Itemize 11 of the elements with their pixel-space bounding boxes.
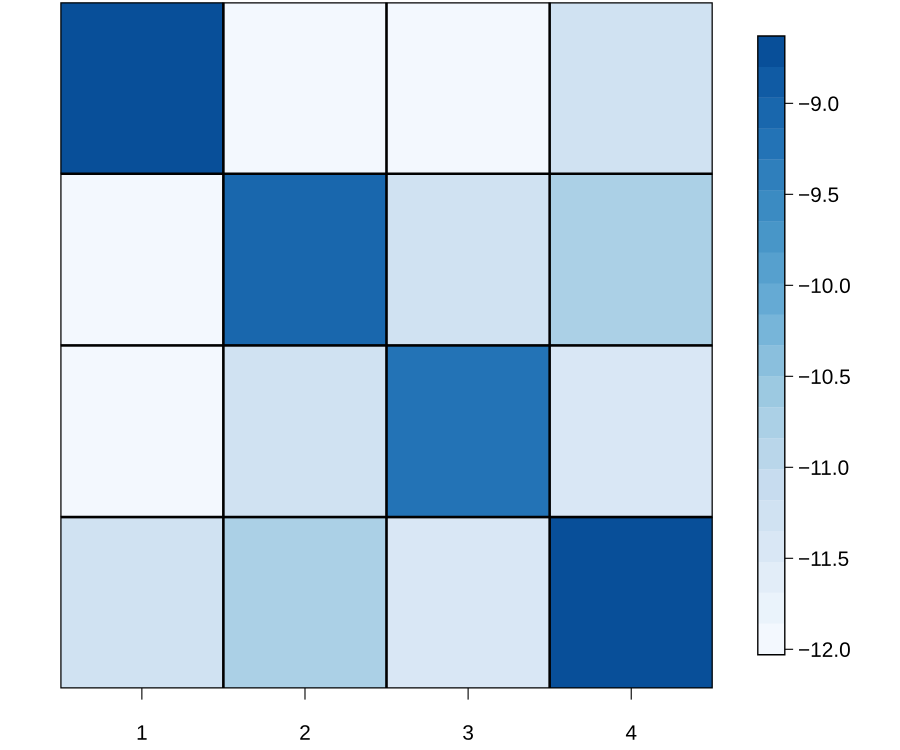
color-bar-label: −10.0 xyxy=(799,278,850,294)
x-tick-label: 2 xyxy=(300,725,310,740)
color-bar-label: −12.0 xyxy=(799,642,850,658)
x-tick-label: 1 xyxy=(138,725,147,740)
color-bar-label: −10.5 xyxy=(799,369,850,384)
color-bar-label: −11.5 xyxy=(799,552,848,566)
x-tick-label: 4 xyxy=(626,725,636,740)
color-bar-label: −11.0 xyxy=(799,460,848,476)
color-bar-label: −9.5 xyxy=(799,187,838,202)
color-bar-label: −9.0 xyxy=(799,96,838,112)
x-tick-label: 3 xyxy=(463,725,473,740)
